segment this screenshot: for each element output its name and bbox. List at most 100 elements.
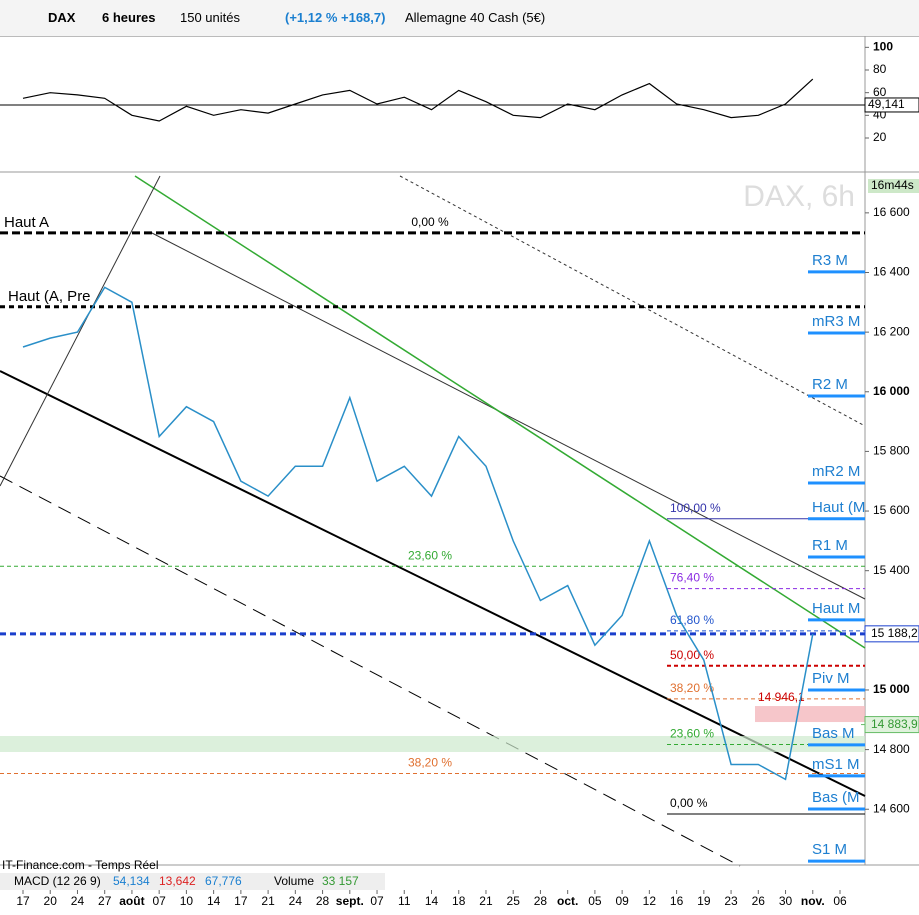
- y-tick-label: 14 800: [873, 742, 910, 756]
- pivot-label: Piv M: [812, 670, 850, 687]
- macd: MACD (12 26 9): [14, 874, 101, 888]
- y-tick-label: 15 800: [873, 444, 910, 458]
- x-tick-label: 21: [261, 894, 275, 908]
- x-tick-label: 17: [234, 894, 248, 908]
- x-tick-label: 23: [724, 894, 738, 908]
- price-line: [22, 286, 814, 781]
- x-tick-label: 20: [44, 894, 58, 908]
- x-tick-label: 28: [316, 894, 330, 908]
- pivot-label: R1 M: [812, 537, 848, 554]
- x-tick-label: 14: [207, 894, 221, 908]
- box-label: 14 946,1: [758, 690, 805, 704]
- y-tick-label: 15 000: [873, 682, 910, 696]
- pivot-label: mS1 M: [812, 756, 860, 773]
- x-tick-label: 24: [289, 894, 303, 908]
- box: [755, 706, 865, 723]
- pivot-label: R3 M: [812, 252, 848, 269]
- volume: Volume: [274, 874, 314, 888]
- last-label: 15 188,2: [871, 626, 918, 640]
- x-tick-label: 25: [507, 894, 521, 908]
- fib-label: 38,20 %: [408, 756, 452, 770]
- macd-value: 67,776: [205, 874, 242, 888]
- legend-bar: [0, 873, 385, 890]
- x-tick-label: nov.: [801, 894, 825, 908]
- pivot-label: S1 M: [812, 841, 847, 858]
- change: (+1,12 % +168,7): [285, 10, 386, 25]
- last-box: [864, 625, 919, 643]
- pivot-label: Haut (M: [812, 499, 865, 516]
- x-tick-label: 24: [71, 894, 85, 908]
- x-tick-label: 09: [615, 894, 629, 908]
- x-tick-label: 28: [534, 894, 548, 908]
- current-box: [864, 97, 919, 113]
- units[interactable]: 150 unités: [180, 10, 240, 25]
- x-tick-label: 07: [370, 894, 384, 908]
- pivot-label: Bas (M: [812, 789, 860, 806]
- y-tick-label: 80: [873, 62, 887, 76]
- pivot-label: R2 M: [812, 376, 848, 393]
- y-tick-label: 14 600: [873, 801, 910, 815]
- x-tick-label: oct.: [557, 894, 578, 908]
- fib-label: 100,00 %: [670, 501, 721, 515]
- trend-line: [399, 175, 866, 427]
- y-tick-label: 16 400: [873, 265, 910, 279]
- fib-label: 0,00 %: [411, 215, 449, 229]
- macd-value: 13,642: [159, 874, 196, 888]
- zone: [0, 736, 865, 752]
- channel-line: [0, 370, 866, 797]
- y-tick-label: 16 600: [873, 205, 910, 219]
- toolbar: DAX 6 heures 150 unités (+1,12 % +168,7)…: [0, 0, 919, 37]
- channel-line: [149, 231, 866, 600]
- x-tick-label: 17: [16, 894, 30, 908]
- x-tick-label: 19: [697, 894, 711, 908]
- x-tick-label: sept.: [336, 894, 364, 908]
- pivot-label: mR2 M: [812, 463, 860, 480]
- y-tick-label: 16 200: [873, 324, 910, 338]
- watermark: DAX, 6h: [743, 180, 855, 213]
- x-tick-label: 10: [180, 894, 194, 908]
- fib-label: 23,60 %: [408, 548, 452, 562]
- x-tick-label: 14: [425, 894, 439, 908]
- x-tick-label: 11: [398, 894, 411, 908]
- period[interactable]: 6 heures: [102, 10, 156, 25]
- x-tick-label: 21: [479, 894, 493, 908]
- timer-box: [868, 179, 919, 193]
- y-tick-label: 100: [873, 40, 893, 54]
- source: IT-Finance.com - Temps Réel: [2, 858, 159, 872]
- x-tick-label: 05: [588, 894, 602, 908]
- x-tick-label: 06: [833, 894, 847, 908]
- x-tick-label: août: [119, 894, 144, 908]
- y-tick-label: 20: [873, 130, 887, 144]
- channel-line: [0, 475, 741, 867]
- trend-line: [134, 175, 866, 649]
- y-tick-label: 15 600: [873, 503, 910, 517]
- fib-label: 50,00 %: [670, 648, 714, 662]
- x-tick-label: 27: [98, 894, 112, 908]
- level-label: Haut A: [4, 214, 49, 231]
- current-label: 49,141: [868, 97, 905, 111]
- x-tick-label: 30: [779, 894, 793, 908]
- y-tick-label: 16 000: [873, 384, 910, 398]
- x-tick-label: 26: [752, 894, 766, 908]
- x-tick-label: 12: [643, 894, 657, 908]
- level-label: Haut (A, Pre: [8, 288, 91, 305]
- instrument: Allemagne 40 Cash (5€): [405, 10, 546, 25]
- fib-label: 38,20 %: [670, 681, 714, 695]
- symbol[interactable]: DAX: [48, 10, 76, 25]
- marker-label: 14 883,9: [871, 717, 918, 731]
- pivot-label: Bas M: [812, 725, 855, 742]
- trend-line: [0, 175, 161, 487]
- rsi-line: [22, 78, 814, 122]
- y-tick-label: 15 400: [873, 563, 910, 577]
- x-tick-label: 07: [152, 894, 166, 908]
- volume-value: 33 157: [322, 874, 359, 888]
- timer: 16m44s: [871, 178, 914, 192]
- pivot-label: mR3 M: [812, 313, 860, 330]
- fib-label: 23,60 %: [670, 727, 714, 741]
- macd-value: 54,134: [113, 874, 150, 888]
- fib-label: 0,00 %: [670, 796, 708, 810]
- y-tick-label: 60: [873, 85, 887, 99]
- x-tick-label: 16: [670, 894, 684, 908]
